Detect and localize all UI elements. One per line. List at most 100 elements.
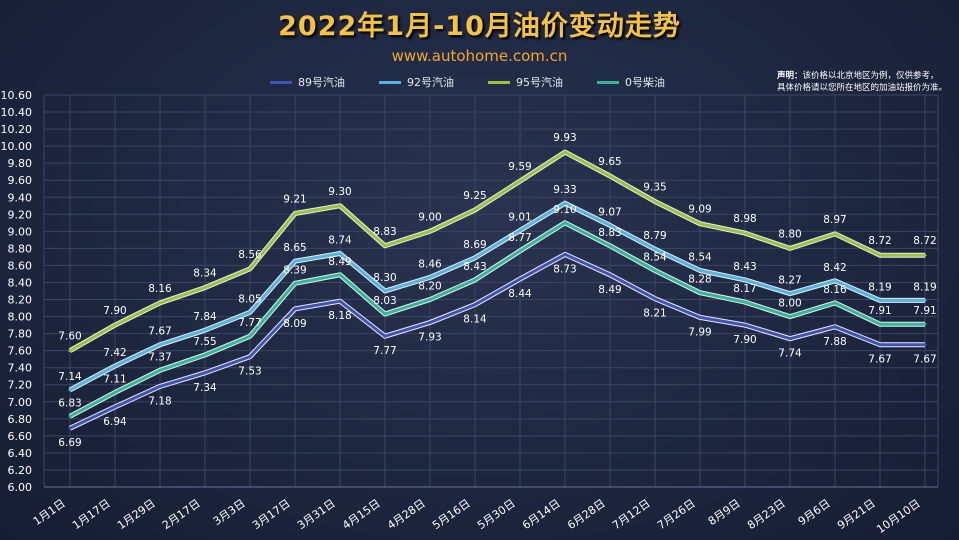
x-tick-label: 3月3日: [211, 497, 248, 528]
data-point-diesel: [248, 334, 252, 338]
data-label-89: 8.73: [553, 263, 576, 275]
y-tick-label: 6.40: [8, 447, 33, 460]
data-label-diesel: 8.16: [823, 284, 847, 296]
data-point-92: [383, 289, 387, 293]
data-point-diesel: [698, 291, 702, 295]
data-point-92: [158, 343, 162, 347]
data-point-89: [698, 315, 702, 319]
data-label-89: 7.93: [418, 332, 441, 344]
legend-item-95[interactable]: 95号汽油: [488, 74, 563, 90]
y-tick-label: 7.20: [8, 379, 33, 392]
data-point-diesel: [878, 322, 882, 326]
series-line-diesel: [69, 221, 925, 418]
data-point-92: [68, 388, 72, 392]
y-tick-label: 10.60: [1, 89, 33, 102]
data-label-95: 9.93: [553, 132, 576, 144]
data-point-diesel: [653, 269, 657, 272]
data-label-89: 6.69: [58, 437, 81, 449]
data-label-95: 8.16: [148, 283, 172, 295]
data-point-89: [608, 273, 612, 277]
data-point-diesel: [68, 414, 72, 418]
data-point-95: [518, 179, 522, 183]
data-label-diesel: 7.91: [913, 305, 936, 317]
data-label-95: 9.00: [418, 211, 441, 223]
data-point-89: [653, 297, 657, 301]
data-label-diesel: 8.77: [508, 232, 531, 244]
data-label-89: 7.99: [688, 326, 711, 338]
x-tick-label: 9月6日: [796, 497, 833, 528]
legend-item-diesel[interactable]: 0号柴油: [597, 74, 665, 90]
data-point-diesel: [608, 244, 612, 248]
data-point-95: [428, 229, 432, 233]
x-tick-label: 10月10日: [874, 497, 922, 536]
data-point-89: [923, 343, 927, 347]
data-point-89: [428, 321, 432, 324]
y-tick-label: 9.40: [8, 191, 33, 204]
y-tick-label: 6.00: [8, 481, 33, 494]
y-tick-label: 6.20: [8, 464, 33, 477]
disclaimer-label: 声明：: [777, 71, 803, 81]
data-label-92: 7.67: [148, 326, 171, 338]
data-label-diesel: 7.11: [103, 373, 126, 385]
data-label-89: 7.34: [193, 382, 217, 394]
data-points: [68, 150, 927, 430]
data-label-89: 7.53: [238, 366, 261, 378]
data-point-89: [68, 426, 72, 430]
data-point-92: [563, 201, 567, 205]
data-label-89: 7.90: [733, 334, 756, 346]
data-label-92: 8.19: [913, 281, 936, 293]
data-point-diesel: [338, 273, 342, 277]
y-tick-label: 8.60: [8, 259, 33, 272]
data-point-diesel: [788, 315, 792, 319]
data-label-diesel: 8.49: [328, 256, 351, 268]
y-tick-label: 10.00: [1, 140, 33, 153]
data-point-92: [608, 223, 612, 227]
data-label-89: 7.67: [913, 354, 936, 366]
data-label-diesel: 8.00: [778, 298, 801, 310]
y-tick-label: 8.40: [8, 276, 33, 289]
series-line-92: [69, 201, 925, 392]
x-tick-label: 8月9日: [706, 497, 743, 528]
data-label-89: 7.77: [373, 345, 396, 357]
data-point-92: [923, 298, 927, 302]
legend-item-92[interactable]: 92号汽油: [379, 74, 454, 90]
data-label-95: 8.83: [373, 226, 396, 238]
data-point-95: [158, 301, 162, 305]
data-label-diesel: 8.54: [643, 252, 667, 264]
chart-subtitle: www.autohome.com.cn: [391, 47, 568, 65]
x-tick-label: 1月1日: [31, 497, 68, 528]
y-tick-label: 10.40: [1, 106, 33, 119]
data-point-95: [878, 253, 882, 257]
data-label-95: 8.98: [733, 213, 756, 225]
data-label-diesel: 8.17: [733, 283, 756, 295]
data-label-92: 8.65: [283, 242, 306, 254]
data-point-95: [338, 204, 342, 208]
data-label-95: 7.90: [103, 305, 126, 317]
disclaimer-note: 声明：该价格以北京地区为例，仅供参考， 具体价格请以您所在地区的加油站报价为准。: [777, 70, 957, 94]
data-point-95: [698, 222, 702, 226]
x-tick-label: 6月14日: [520, 497, 563, 532]
data-point-92: [878, 298, 882, 302]
data-label-92: 8.69: [463, 239, 486, 251]
data-label-95: 9.25: [463, 190, 486, 202]
x-tick-label: 7月12日: [610, 497, 653, 532]
data-point-92: [653, 247, 657, 251]
data-point-95: [248, 267, 252, 271]
y-tick-label: 7.80: [8, 328, 33, 341]
data-point-diesel: [428, 298, 432, 301]
x-tick-label: 9月21日: [835, 497, 878, 532]
data-point-diesel: [563, 221, 567, 225]
data-label-95: 8.80: [778, 228, 801, 240]
legend-swatch-diesel: [597, 80, 619, 84]
data-point-89: [518, 277, 522, 281]
series-line-95: [69, 150, 925, 353]
x-tick-label: 5月16日: [430, 497, 473, 532]
data-point-89: [383, 334, 387, 338]
data-label-diesel: 7.77: [238, 317, 261, 329]
data-point-95: [68, 349, 72, 353]
legend-item-89[interactable]: 89号汽油: [270, 74, 345, 90]
disclaimer-line2: 具体价格请以您所在地区的加油站报价为准。: [777, 83, 948, 93]
data-point-89: [878, 343, 882, 347]
data-point-89: [158, 384, 162, 388]
legend-swatch-95: [488, 80, 510, 84]
